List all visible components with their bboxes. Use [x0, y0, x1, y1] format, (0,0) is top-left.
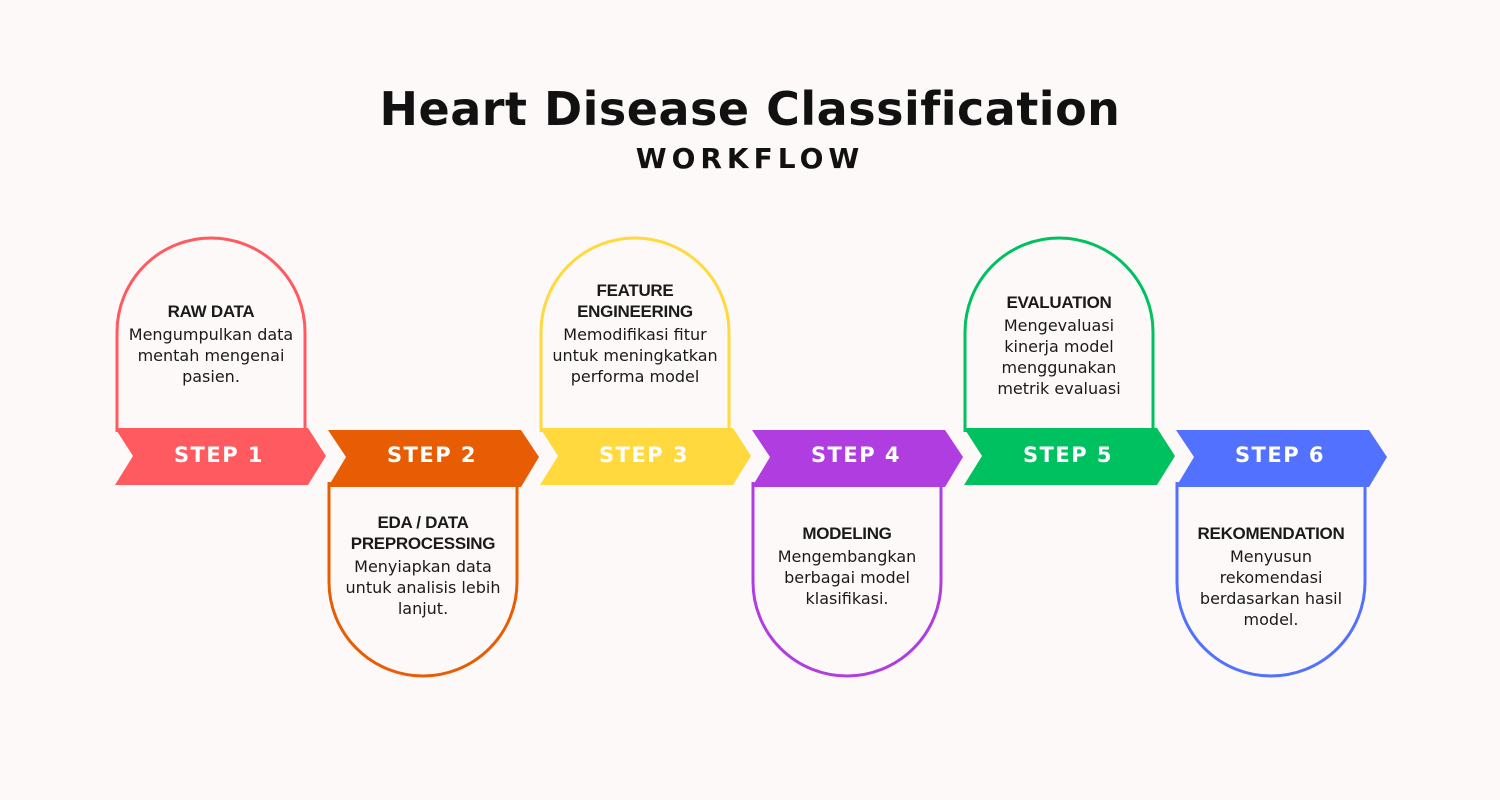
- step-1-description: Mengumpulkan data mentah mengenai pasien…: [122, 324, 300, 387]
- step-1-card: RAW DATA Mengumpulkan data mentah mengen…: [122, 301, 300, 387]
- step-1-label: STEP 1: [119, 440, 319, 470]
- step-5-card: EVALUATION Mengevaluasi kinerja model me…: [970, 292, 1148, 399]
- step-2-label: STEP 2: [332, 440, 532, 470]
- step-5-label: STEP 5: [968, 440, 1168, 470]
- step-2-description: Menyiapkan data untuk analisis lebih lan…: [334, 556, 512, 619]
- step-2-card: EDA / DATA PREPROCESSING Menyiapkan data…: [334, 512, 512, 619]
- step-5-description: Mengevaluasi kinerja model menggunakan m…: [970, 315, 1148, 399]
- step-4-description: Mengembangkan berbagai model klasifikasi…: [758, 546, 936, 609]
- step-6-heading: REKOMENDATION: [1182, 523, 1360, 544]
- step-3-description: Memodifikasi fitur untuk meningkatkan pe…: [546, 324, 724, 387]
- step-4-heading: MODELING: [758, 523, 936, 544]
- step-3-label: STEP 3: [544, 440, 744, 470]
- step-4-label: STEP 4: [756, 440, 956, 470]
- step-6-card: REKOMENDATION Menyusun rekomendasi berda…: [1182, 523, 1360, 630]
- step-4-card: MODELING Mengembangkan berbagai model kl…: [758, 523, 936, 609]
- step-3-card: FEATURE ENGINEERING Memodifikasi fitur u…: [546, 280, 724, 387]
- step-3-heading: FEATURE ENGINEERING: [546, 280, 724, 322]
- step-2-heading: EDA / DATA PREPROCESSING: [334, 512, 512, 554]
- step-5-heading: EVALUATION: [970, 292, 1148, 313]
- step-6-label: STEP 6: [1180, 440, 1380, 470]
- step-1-heading: RAW DATA: [122, 301, 300, 322]
- step-6-description: Menyusun rekomendasi berdasarkan hasil m…: [1182, 546, 1360, 630]
